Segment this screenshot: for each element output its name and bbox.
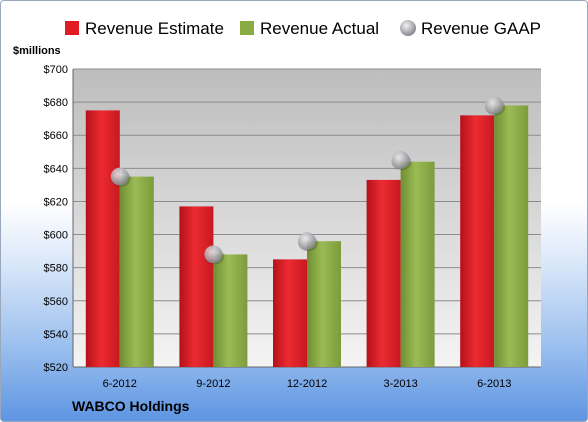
gaap-marker — [110, 167, 129, 186]
estimate-bar — [273, 259, 307, 367]
legend-marker — [400, 20, 416, 36]
x-tick-label: 12-2012 — [287, 378, 327, 390]
actual-bar — [400, 161, 435, 367]
legend-swatch — [65, 21, 79, 35]
estimate-bar — [179, 206, 214, 367]
actual-bar — [494, 105, 529, 367]
x-tick-label: 6-2013 — [477, 378, 511, 390]
legend-label: Revenue Estimate — [85, 19, 224, 38]
x-tick-label: 9-2012 — [196, 378, 230, 390]
y-tick-label: $520 — [44, 362, 68, 374]
y-tick-label: $600 — [44, 230, 68, 242]
y-tick-label: $640 — [44, 163, 68, 175]
gaap-marker — [204, 245, 223, 264]
x-tick-label: 6-2012 — [103, 378, 137, 390]
actual-bar — [213, 254, 248, 367]
actual-bar — [119, 176, 154, 367]
x-tick-label: 3-2013 — [383, 378, 417, 390]
y-tick-label: $620 — [44, 196, 68, 208]
y-tick-label: $560 — [44, 296, 68, 308]
legend-label: Revenue GAAP — [421, 19, 541, 38]
bars — [85, 105, 529, 367]
actual-bar — [307, 241, 341, 367]
gaap-marker — [391, 151, 410, 170]
estimate-bar — [366, 179, 401, 367]
y-axis-ticks: $520 $540 $560 $580 $600 $620 $640 $660 $680 $700 — [44, 64, 68, 374]
estimate-bar — [85, 110, 120, 367]
company-name: WABCO Holdings — [72, 398, 190, 414]
y-tick-label: $660 — [44, 130, 68, 142]
y-tick-label: $700 — [44, 64, 68, 76]
y-tick-label: $540 — [44, 329, 68, 341]
gaap-markers — [110, 96, 506, 265]
y-axis-label: $millions — [13, 45, 61, 57]
x-axis-ticks: 6-2012 9-2012 12-2012 3-2013 6-2013 — [103, 378, 512, 390]
estimate-bar — [460, 115, 495, 367]
legend-swatch — [240, 21, 254, 35]
gaap-marker — [298, 232, 316, 251]
legend: Revenue Estimate Revenue Actual Revenue GA… — [65, 19, 541, 38]
y-tick-label: $580 — [44, 263, 68, 275]
gaap-marker — [485, 96, 504, 115]
legend-label: Revenue Actual — [260, 19, 379, 38]
y-tick-label: $680 — [44, 97, 68, 109]
